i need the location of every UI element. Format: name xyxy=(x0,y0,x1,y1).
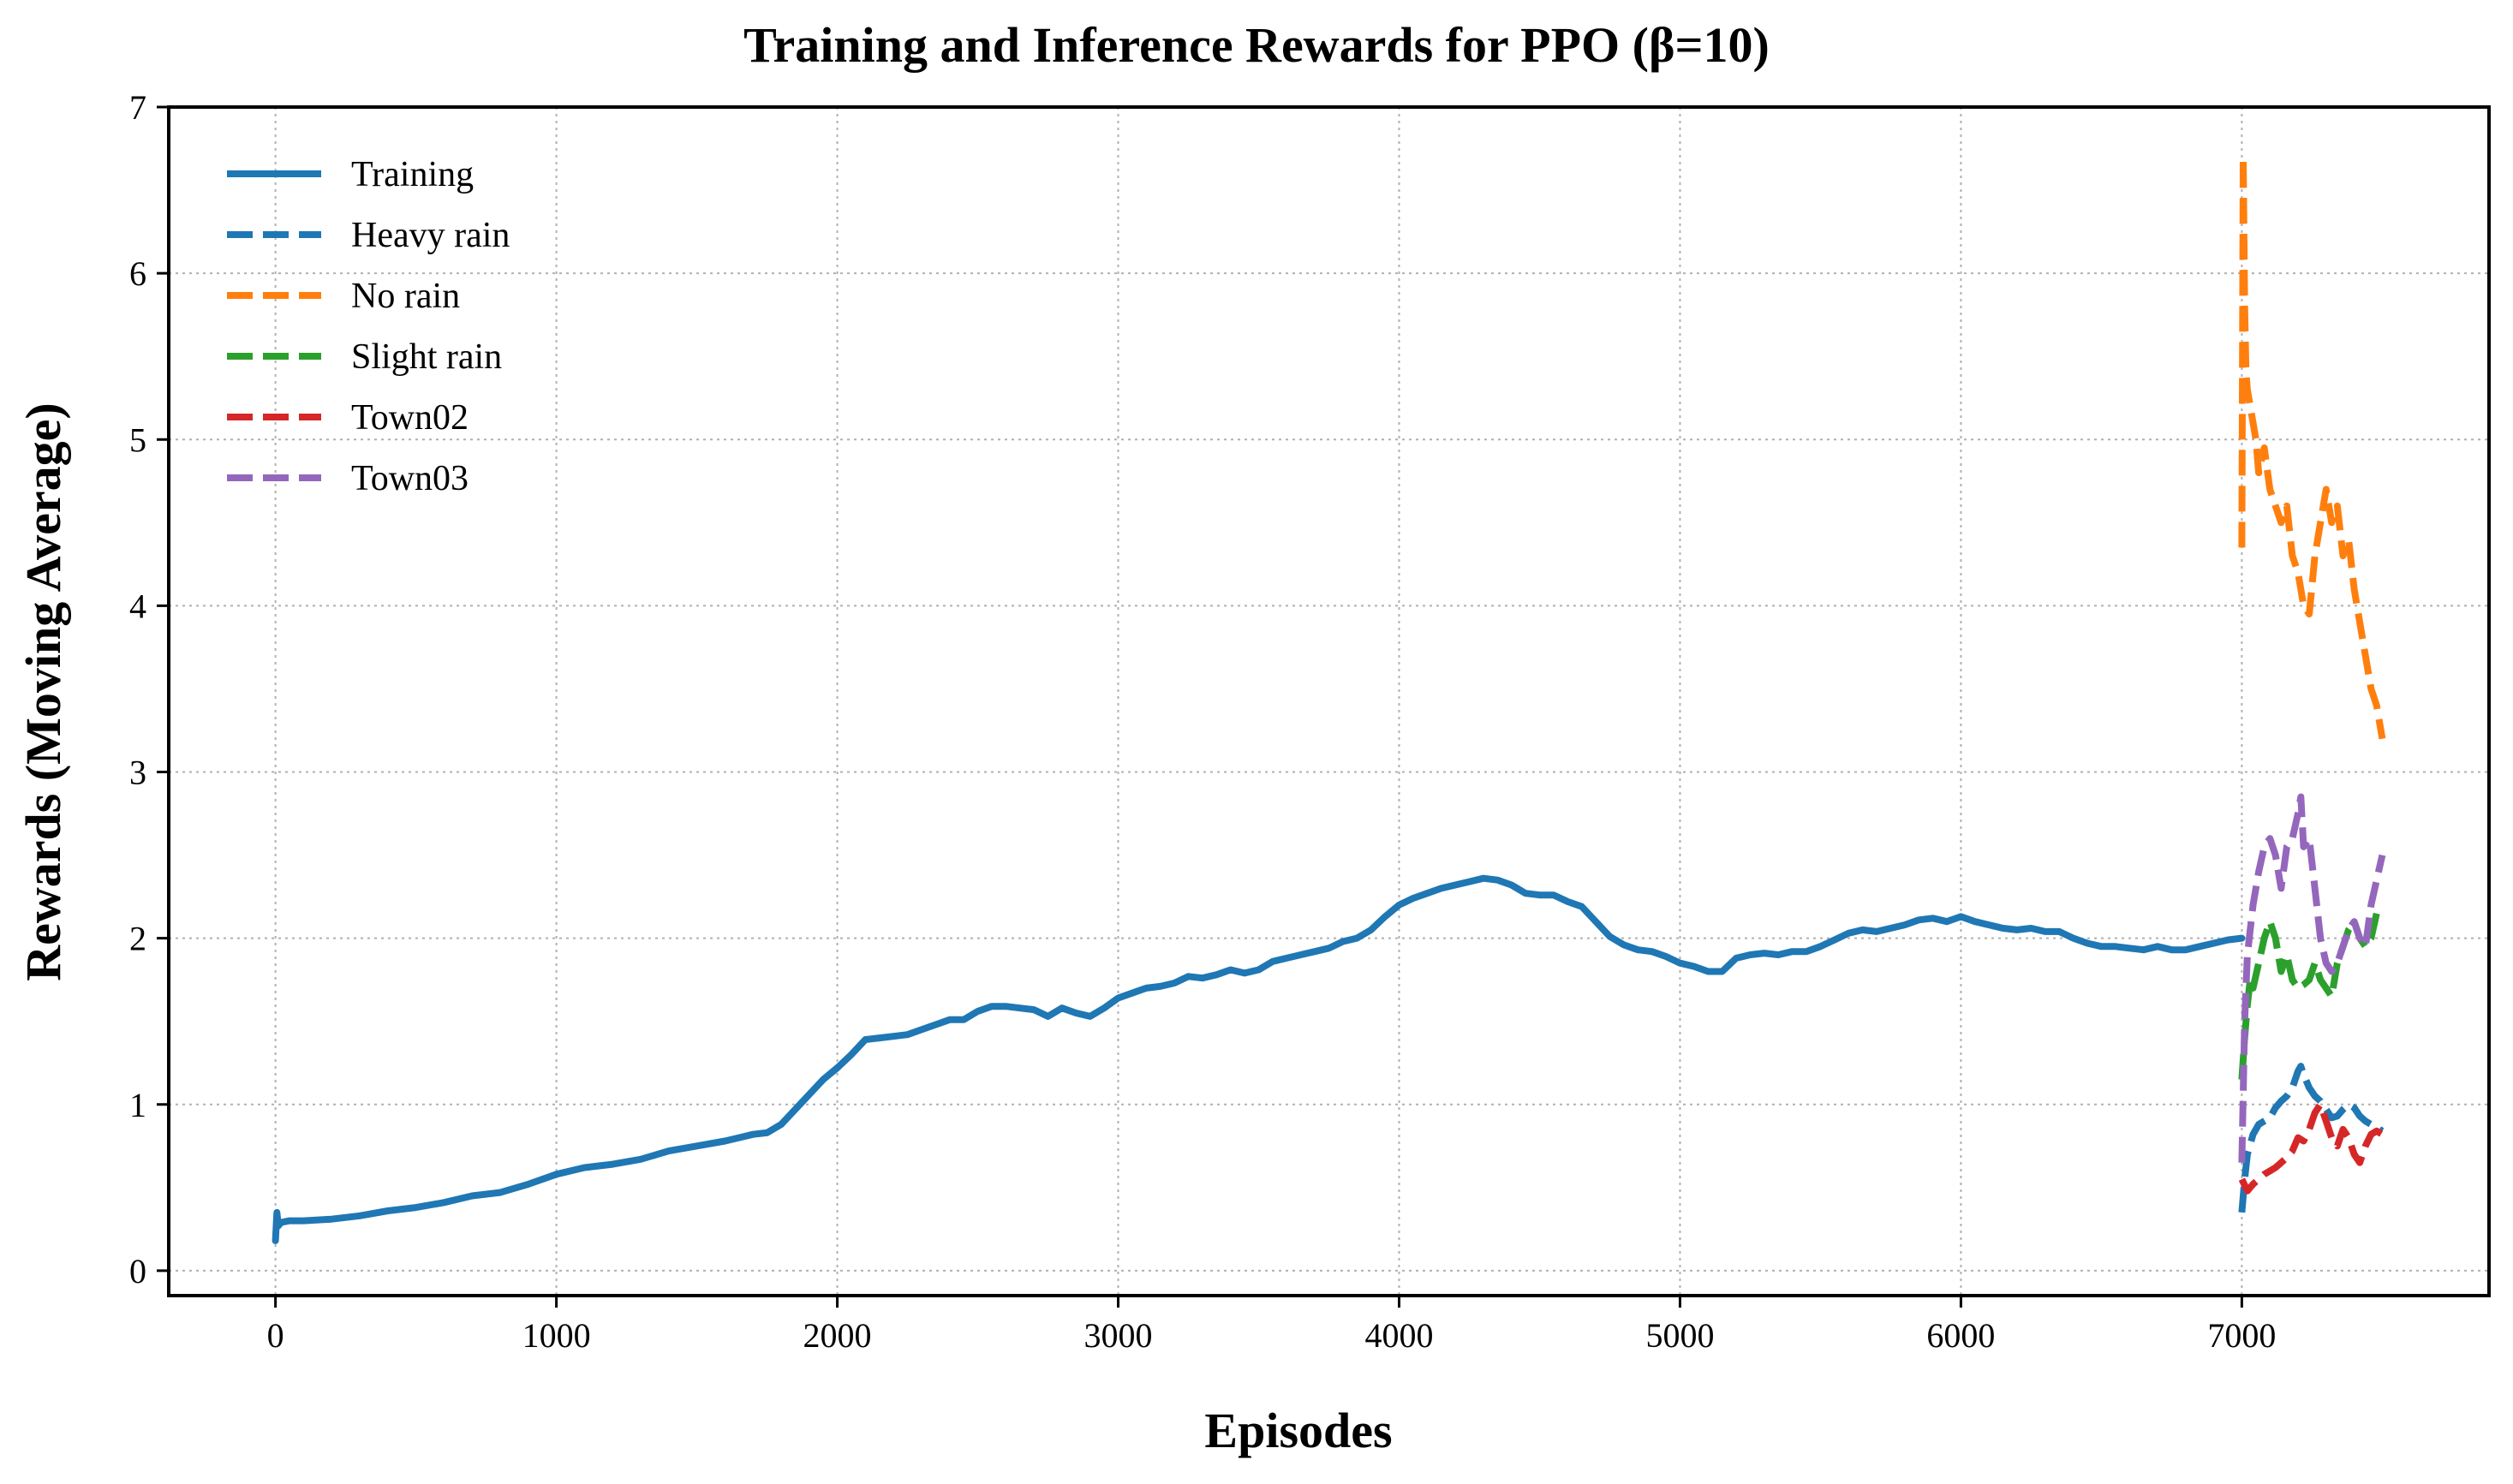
axis-ticks: 0 1000 2000 3000 4000 5000 6000 7000 0 1 2 3 4 5 6 7 xyxy=(129,88,2276,1355)
legend-label-slight-rain: Slight rain xyxy=(351,337,502,377)
y-tick-label: 0 xyxy=(129,1252,146,1290)
legend: Training Heavy rain No rain Slight rain Town… xyxy=(227,155,510,498)
x-tick-label: 1000 xyxy=(522,1316,591,1355)
chart-title: Training and Inference Rewards for PPO (… xyxy=(743,17,1770,73)
legend-label-town02: Town02 xyxy=(351,398,469,438)
y-tick-label: 3 xyxy=(129,754,146,792)
legend-label-no-rain: No rain xyxy=(351,277,460,316)
series-line-slight-rain xyxy=(2238,903,2385,1080)
x-tick-label: 2000 xyxy=(803,1316,872,1355)
x-axis-label: Episodes xyxy=(1204,1403,1392,1458)
grid xyxy=(169,106,2489,1296)
x-tick-label: 0 xyxy=(267,1316,284,1355)
series-line-heavy-rain xyxy=(2238,1063,2385,1213)
y-tick-label: 1 xyxy=(129,1086,146,1124)
x-tick-label: 4000 xyxy=(1364,1316,1433,1355)
legend-label-heavy-rain: Heavy rain xyxy=(351,216,510,255)
y-tick-label: 6 xyxy=(129,254,146,293)
series-line-town02 xyxy=(2238,1100,2385,1195)
series-line-town03 xyxy=(2238,793,2386,1163)
y-axis-label: Rewards (Moving Average) xyxy=(15,402,71,980)
y-tick-label: 5 xyxy=(129,420,146,459)
x-tick-label: 7000 xyxy=(2207,1316,2276,1355)
legend-label-training: Training xyxy=(351,155,474,194)
series-lines xyxy=(272,153,2386,1244)
legend-label-town03: Town03 xyxy=(351,459,469,498)
x-tick-label: 6000 xyxy=(1926,1316,1995,1355)
y-tick-label: 7 xyxy=(129,88,146,127)
x-tick-label: 5000 xyxy=(1645,1316,1714,1355)
x-tick-label: 3000 xyxy=(1084,1316,1153,1355)
y-tick-label: 2 xyxy=(129,920,146,958)
plot-area xyxy=(167,105,2491,1297)
series-line-no-rain xyxy=(2238,153,2386,740)
series-line-training xyxy=(272,874,2246,1244)
y-tick-label: 4 xyxy=(129,587,146,625)
